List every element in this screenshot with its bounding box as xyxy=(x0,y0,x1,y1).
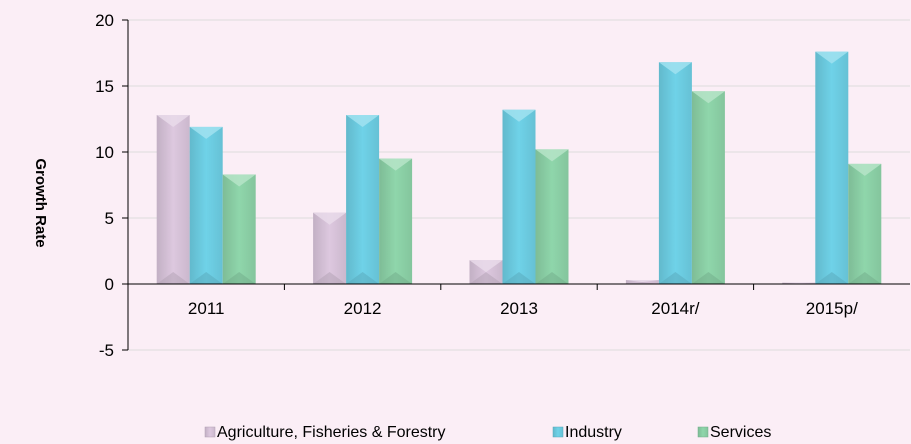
y-tick-label: 20 xyxy=(95,11,114,30)
legend-label: Services xyxy=(710,424,771,441)
x-tick-label: 2012 xyxy=(344,299,382,318)
x-tick-label: 2013 xyxy=(500,299,538,318)
x-tick-label: 2011 xyxy=(188,299,225,318)
axes: -5 0 5 10 15 20 2011 2012 2013 2014r/2015p/ xyxy=(95,11,910,360)
bar xyxy=(346,115,380,284)
legend-swatch xyxy=(204,426,216,438)
y-axis-title: Growth Rate xyxy=(32,158,49,247)
y-tick-label: 0 xyxy=(105,275,114,294)
y-tick-label: 15 xyxy=(95,77,114,96)
bar xyxy=(625,280,659,284)
bar xyxy=(469,260,503,284)
legend-swatch xyxy=(552,426,564,438)
y-tick-label: 5 xyxy=(105,209,114,228)
legend-item: Industry xyxy=(552,424,622,441)
y-tick-label: 10 xyxy=(95,143,114,162)
bar xyxy=(848,163,882,284)
y-tick-label: -5 xyxy=(99,341,114,360)
bar xyxy=(502,109,536,284)
x-tick-label: 2015p/ xyxy=(806,299,858,318)
bars xyxy=(156,51,882,285)
legend-label: Agriculture, Fisheries & Forestry xyxy=(217,424,446,441)
bar xyxy=(691,91,725,284)
bar xyxy=(156,115,190,284)
legend-item: Services xyxy=(697,424,771,441)
legend-swatch xyxy=(697,426,709,438)
legend: Agriculture, Fisheries & Forestry Industr… xyxy=(204,424,771,441)
bar xyxy=(189,126,223,284)
legend-item: Agriculture, Fisheries & Forestry xyxy=(204,424,446,441)
bar xyxy=(815,51,849,285)
bar xyxy=(313,212,347,284)
bar xyxy=(222,174,256,284)
bar xyxy=(535,149,569,284)
bar xyxy=(658,62,692,284)
bar xyxy=(379,158,413,284)
legend-label: Industry xyxy=(565,424,622,441)
x-tick-label: 2014r/ xyxy=(651,299,699,318)
